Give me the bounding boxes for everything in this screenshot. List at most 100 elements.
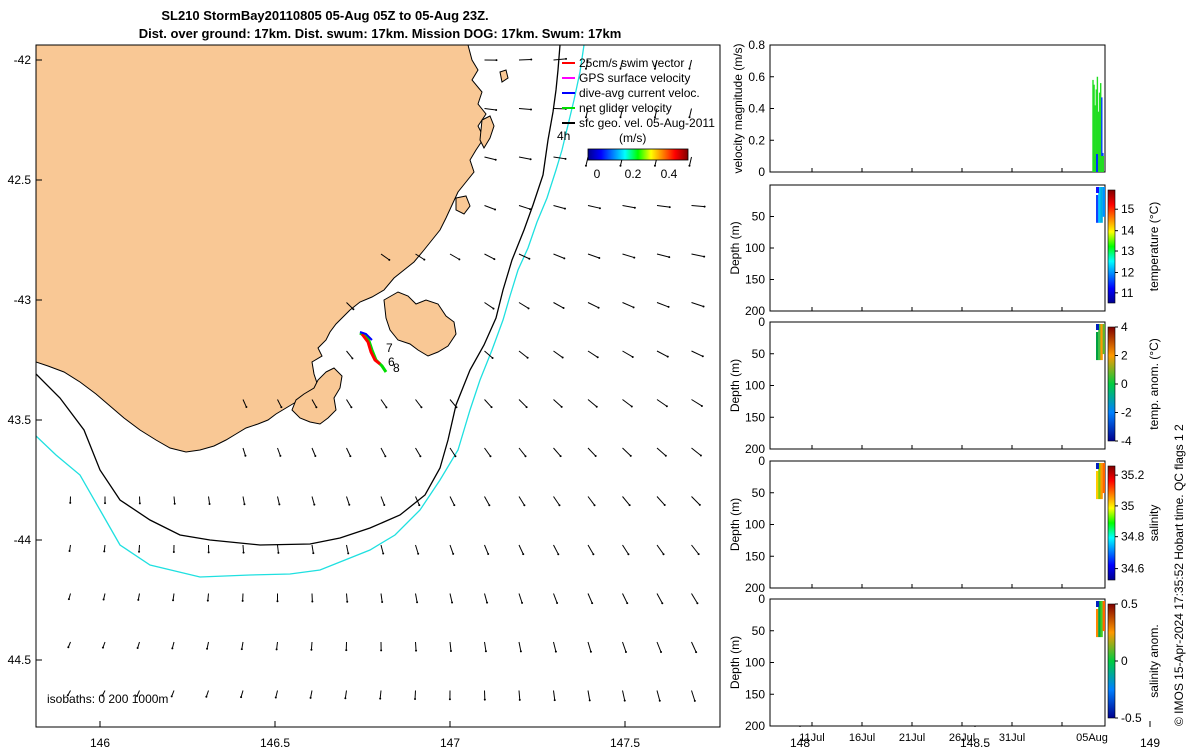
legend-label: net glider velocity: [579, 101, 672, 115]
profile-cell: [1098, 601, 1101, 638]
map-xtick-label: 146.5: [260, 736, 290, 750]
velocity-arrow: [380, 593, 383, 603]
velocity-arrow: [518, 690, 521, 700]
panel-ytick-label: 100: [745, 518, 765, 532]
velocity-arrow: [619, 59, 623, 69]
colorbar-tick-label: 13: [1121, 244, 1135, 258]
velocity-arrow: [449, 399, 457, 408]
velocity-arrow: [585, 108, 589, 118]
velocity-arrow: [379, 690, 382, 699]
velocity-arrow: [311, 447, 316, 457]
velocity-arrow: [688, 156, 692, 166]
panel-ytick-label: 150: [745, 549, 765, 563]
velocity-arrow: [587, 544, 594, 555]
colorbar-tick-label: 0: [1121, 377, 1128, 391]
velocity-arrow: [656, 302, 669, 308]
panel-ytick-label: 0.6: [748, 70, 765, 84]
velocity-arrow-head: [563, 257, 566, 260]
panel-ytick-label: 0.8: [748, 38, 765, 52]
colorbar-tick-1: 0.2: [625, 167, 642, 181]
velocity-arrow-head: [418, 504, 421, 507]
velocity-arrow: [346, 302, 354, 310]
panel-colorbar: [1107, 603, 1116, 719]
velocity-arrow: [654, 108, 658, 118]
velocity-arrow-head: [565, 57, 568, 60]
map-xtick-label: 148.5: [960, 736, 990, 750]
velocity-arrow-head: [554, 650, 557, 653]
legend-hour-label: 4h: [557, 129, 570, 143]
velocity-arrow-head: [553, 699, 556, 702]
velocity-arrow-head: [559, 455, 562, 458]
velocity-arrow: [691, 205, 705, 208]
track-label-7: 7: [386, 341, 393, 355]
profile-panel-4: 0 50 100 150 200 Depth (m) -0.5 0 0.5 salinity an…: [728, 592, 1161, 733]
velocity-arrow: [656, 253, 670, 258]
velocity-arrow: [484, 641, 487, 652]
profile-cell: [1102, 463, 1105, 494]
velocity-arrow-head: [33, 598, 35, 600]
velocity-arrow-head: [277, 551, 280, 554]
velocity-arrow-head: [631, 355, 634, 358]
velocity-arrow: [553, 156, 566, 160]
velocity-arrow: [518, 447, 526, 457]
track-label-6: 6: [388, 355, 395, 369]
velocity-arrow: [518, 205, 531, 210]
colorbar-tick-label: 14: [1121, 224, 1135, 238]
panel-frame: [769, 321, 1106, 450]
velocity-arrow: [206, 641, 209, 649]
colorbar-tick-label: 12: [1121, 265, 1135, 279]
colorbar-tick-label: 2: [1121, 349, 1128, 363]
velocity-arrow: [587, 641, 592, 652]
velocity-arrow: [656, 544, 664, 555]
profile-cell: [1100, 463, 1103, 500]
velocity-arrow-head: [170, 695, 173, 698]
velocity-arrow: [449, 496, 455, 506]
velocity-arrow: [656, 593, 663, 604]
velocity-arrow-head: [584, 116, 587, 119]
velocity-arrow-head: [138, 550, 141, 553]
velocity-arrow: [311, 544, 314, 554]
velocity-arrow: [587, 496, 595, 506]
velocity-arrow: [449, 544, 454, 555]
velocity-arrow: [656, 641, 662, 653]
velocity-arrow: [277, 496, 280, 505]
velocity-arrow-head: [206, 647, 209, 650]
velocity-arrow: [103, 593, 106, 600]
velocity-arrow-head: [556, 601, 559, 604]
velocity-arrow-head: [314, 455, 317, 458]
velocity-arrow-head: [207, 551, 210, 554]
velocity-arrow: [484, 399, 492, 408]
velocity-arrow-head: [346, 600, 349, 603]
velocity-arrow: [346, 447, 351, 457]
velocity-arrow-head: [173, 502, 176, 505]
map-ytick-label: -42: [14, 53, 32, 67]
velocity-arrow: [380, 399, 387, 408]
surface-velocity-vectors: [33, 57, 706, 702]
velocity-arrow: [553, 302, 564, 309]
velocity-arrow-head: [276, 600, 279, 603]
title-line-1: SL210 StormBay20110805 05-Aug 05Z to 05-…: [161, 8, 488, 23]
velocity-arrow-head: [698, 503, 701, 506]
velocity-arrow: [622, 593, 628, 604]
map-xtick-label: 146: [90, 736, 110, 750]
velocity-arrow: [242, 447, 246, 456]
velocity-arrow-head: [529, 158, 532, 161]
velocity-arrow-head: [695, 651, 698, 654]
velocity-arrow: [380, 447, 386, 457]
velocity-arrow: [691, 302, 704, 307]
velocity-arrow-head: [103, 550, 106, 553]
panel-ytick-label: 150: [745, 410, 765, 424]
velocity-arrow-head: [693, 699, 696, 702]
time-tick-label: 05Aug: [1076, 732, 1108, 744]
velocity-arrow: [553, 58, 567, 61]
velocity-arrow: [688, 59, 692, 69]
map-xtick-label: 149: [1140, 736, 1160, 750]
profile-cell-top: [1096, 601, 1099, 607]
velocity-arrow-head: [495, 108, 498, 111]
velocity-arrow-head: [490, 406, 493, 409]
velocity-arrow: [691, 253, 705, 258]
velocity-arrow: [484, 544, 489, 555]
time-tick-label: 21Jul: [899, 732, 925, 744]
velocity-arrow-head: [529, 208, 532, 211]
velocity-arrow-head: [595, 405, 598, 408]
